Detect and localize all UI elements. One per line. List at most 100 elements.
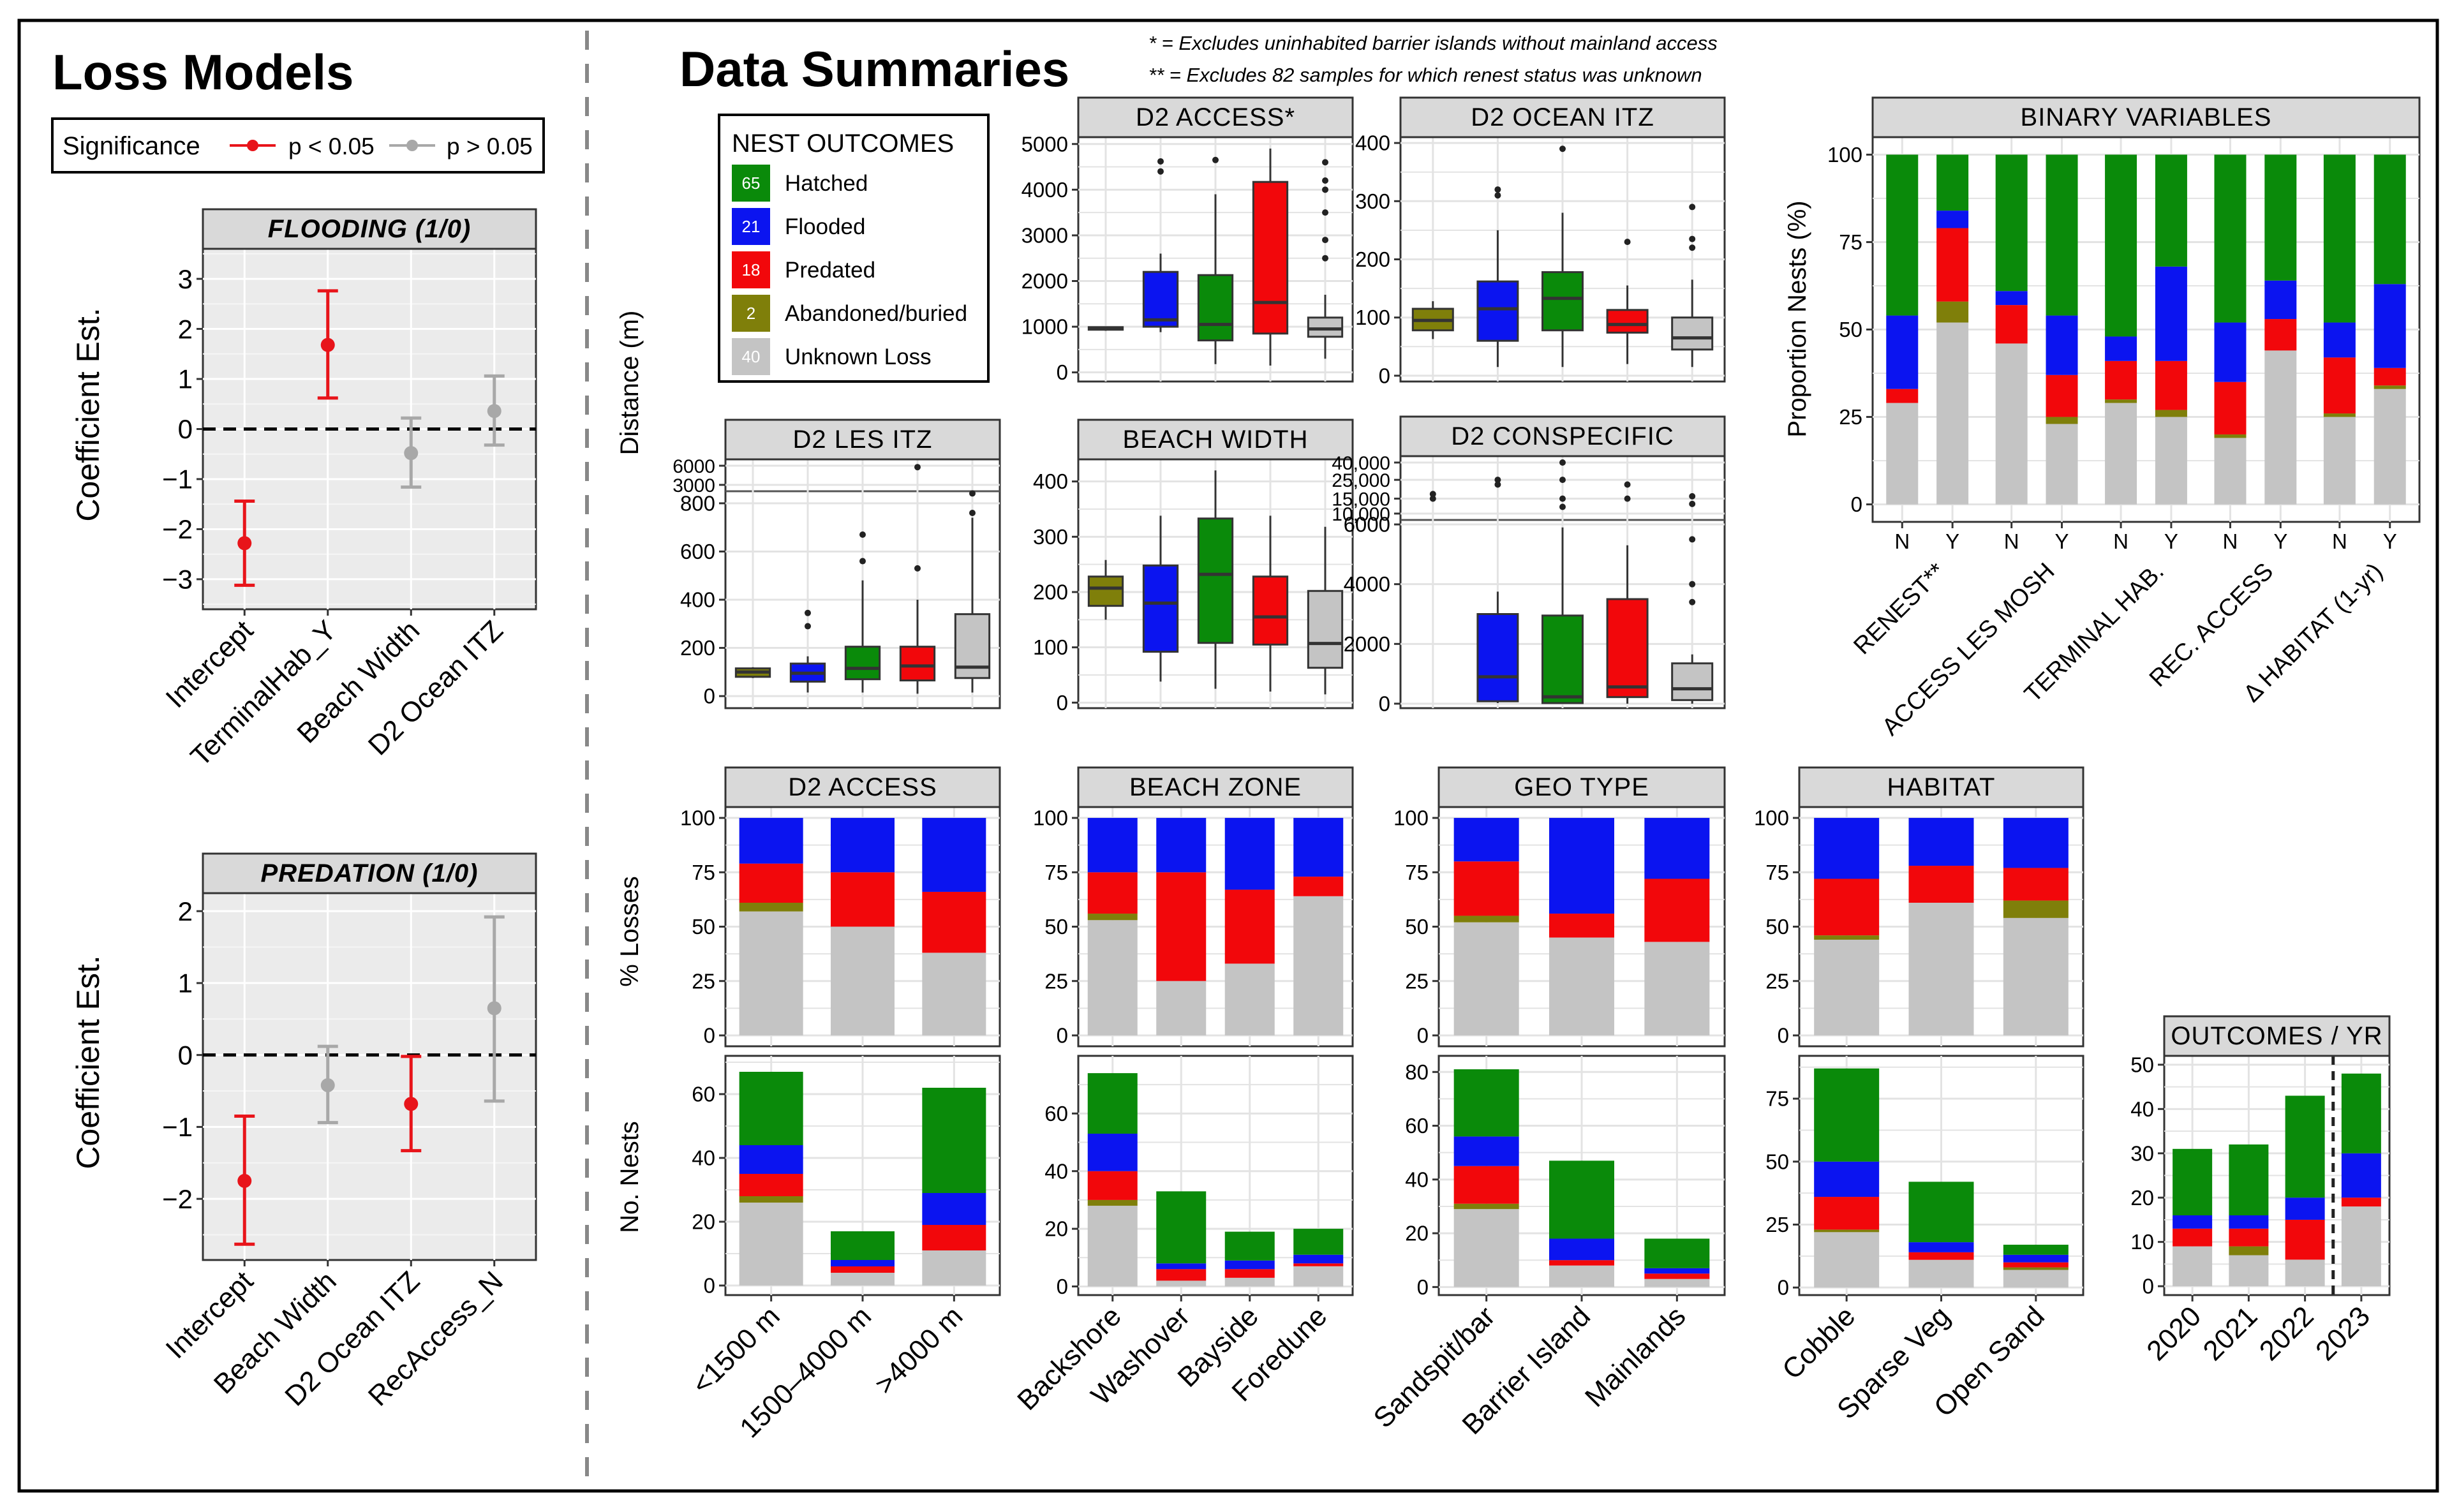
y-tick-label: 25,000: [1332, 470, 1390, 491]
bar-segment-unknown-loss: [1156, 981, 1207, 1035]
outlier-point: [1322, 159, 1328, 166]
bar-segment-flooded: [831, 818, 895, 873]
y-tick-label: 0: [704, 685, 715, 708]
bar-segment-unknown-loss: [1549, 1265, 1614, 1287]
y-tick-label: 25: [1405, 969, 1429, 993]
outlier-point: [1322, 177, 1328, 184]
bar-segment-hatched: [2341, 1073, 2381, 1153]
bar-segment-flooded: [1224, 818, 1275, 890]
legend-label-4: Unknown Loss: [785, 345, 932, 369]
bar-segment-flooded: [2264, 280, 2297, 320]
bar-segment-flooded: [2046, 315, 2078, 375]
bar-segment-predated: [1549, 914, 1614, 938]
outlier-point: [1624, 481, 1631, 488]
bar-segment-flooded: [2374, 284, 2406, 368]
x-tick-label: Y: [2383, 530, 2397, 553]
bar-segment-unknown-loss: [2105, 403, 2137, 505]
outlier-point: [1689, 598, 1696, 605]
y-tick-label: 0: [1057, 360, 1068, 384]
strip-title: OUTCOMES / YR: [2171, 1022, 2382, 1050]
bar-segment-predated: [922, 1225, 986, 1250]
outlier-point: [1157, 158, 1164, 165]
y-tick-label: 50: [1765, 1150, 1789, 1173]
bar-segment-abandoned-buried: [739, 903, 803, 912]
bar-segment-flooded: [1087, 818, 1138, 873]
y-tick-label: 0: [178, 1040, 193, 1070]
strip: [1077, 419, 1354, 461]
y-tick-label: 50: [1839, 318, 1862, 341]
bar-segment-hatched: [1886, 154, 1919, 316]
y-tick-label: 10: [2130, 1230, 2154, 1254]
bar-segment-unknown-loss: [2155, 417, 2187, 505]
bar-segment-predated: [1087, 872, 1138, 914]
strip-title: HABITAT: [1887, 773, 1996, 801]
y-tick-label: 1: [178, 968, 193, 998]
outlier-point: [1624, 495, 1631, 502]
y-tick-label: 200: [680, 636, 715, 660]
outlier-point: [1494, 186, 1501, 193]
x-tick-label: N: [1894, 530, 1910, 553]
bar-segment-unknown-loss: [1908, 1259, 1974, 1288]
legend-sig-label: p < 0.05: [288, 133, 375, 159]
bar-segment-predated: [2046, 374, 2078, 417]
outlier-point: [1559, 495, 1566, 502]
bar-segment-unknown-loss: [2046, 424, 2078, 505]
bar-segment-hatched: [1644, 1238, 1710, 1268]
x-tick-label: 2023: [2310, 1300, 2376, 1367]
bar-segment-unknown-loss: [2003, 1270, 2069, 1288]
outlier-point: [1212, 156, 1219, 163]
strip: [724, 766, 1001, 808]
bar-segment-abandoned-buried: [1453, 1203, 1519, 1210]
box-iqr: [1087, 575, 1124, 607]
bar-segment-flooded: [1087, 1133, 1138, 1171]
bar-segment-unknown-loss: [1087, 920, 1138, 1035]
y-tick-label: 0: [1057, 1024, 1068, 1048]
bar-segment-hatched: [2229, 1144, 2269, 1215]
bar-segment-unknown-loss: [1995, 343, 2028, 505]
bar-segment-predated: [1814, 878, 1880, 936]
bar-segment-abandoned-buried: [2214, 434, 2247, 438]
nest-outcomes-title: NEST OUTCOMES: [732, 130, 954, 158]
outlier-point: [1689, 235, 1696, 242]
bar-segment-predated: [2229, 1228, 2269, 1247]
outlier-point: [1689, 500, 1696, 507]
y-tick-label: 200: [1033, 581, 1068, 604]
bar-segment-unknown-loss: [1453, 1209, 1519, 1287]
y-tick-label: 100: [1393, 806, 1429, 830]
y-tick-label: 2: [178, 314, 193, 344]
outlier-point: [859, 531, 866, 538]
bar-segment-unknown-loss: [739, 1203, 803, 1286]
legend-label-2: Predated: [785, 258, 875, 283]
y-tick-label: 0: [1851, 493, 1862, 516]
strip-title: D2 OCEAN ITZ: [1471, 103, 1654, 131]
bar-segment-unknown-loss: [1908, 903, 1974, 1035]
bar-segment-hatched: [1156, 1191, 1207, 1264]
pct-losses-axis-label: % Losses: [616, 876, 644, 986]
y-tick-label: 600: [680, 540, 715, 563]
box-iqr: [1252, 575, 1289, 646]
outlier-point: [1322, 209, 1328, 216]
bar-segment-predated: [1224, 889, 1275, 964]
bar-segment-hatched: [2105, 154, 2137, 337]
bar-segment-predated: [2003, 1262, 2069, 1268]
y-tick-label: 2000: [1344, 632, 1390, 656]
y-tick-label: 2000: [1021, 269, 1068, 293]
legend-label-0: Hatched: [785, 171, 868, 196]
y-tick-label: 25: [1044, 969, 1068, 993]
y-tick-label: 20: [1405, 1222, 1429, 1245]
bar-segment-flooded: [1908, 1242, 1974, 1252]
y-tick-label: 20: [1044, 1217, 1068, 1241]
bar-segment-unknown-loss: [739, 911, 803, 1035]
bar-segment-unknown-loss: [831, 1273, 895, 1286]
bar-segment-hatched: [2285, 1095, 2325, 1198]
x-tick-label: Cobble: [1776, 1300, 1861, 1385]
y-tick-label: 50: [2130, 1053, 2154, 1076]
outlier-point: [1494, 477, 1501, 484]
bar-segment-unknown-loss: [2264, 350, 2297, 505]
bar-segment-predated: [2264, 319, 2297, 351]
chart-beach_zone_pct: BEACH ZONE 0 25 50 75 100: [1033, 766, 1354, 1048]
